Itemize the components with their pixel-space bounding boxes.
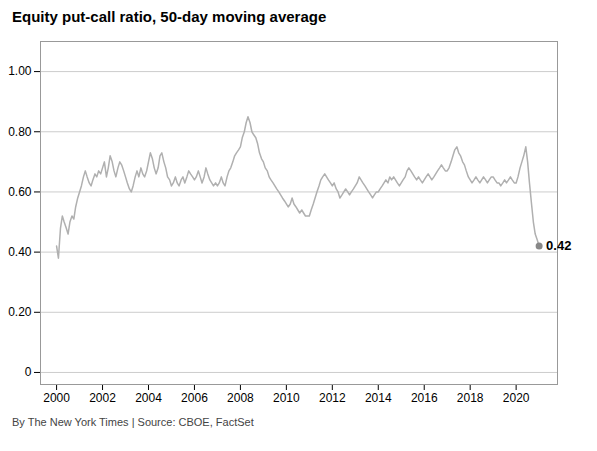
svg-text:0.42: 0.42 bbox=[546, 238, 571, 253]
svg-text:2008: 2008 bbox=[227, 391, 254, 405]
svg-text:2002: 2002 bbox=[89, 391, 116, 405]
html-text:Equity put-call ratio, 50-day: Equity put-call ratio, 50-day moving ave… bbox=[12, 8, 327, 25]
svg-text:2012: 2012 bbox=[319, 391, 346, 405]
svg-text:2006: 2006 bbox=[181, 391, 208, 405]
svg-text:0.80: 0.80 bbox=[8, 125, 32, 139]
svg-text:2010: 2010 bbox=[273, 391, 300, 405]
svg-text:2018: 2018 bbox=[457, 391, 484, 405]
svg-text:2020: 2020 bbox=[503, 391, 530, 405]
svg-text:2004: 2004 bbox=[135, 391, 162, 405]
svg-text:2016: 2016 bbox=[411, 391, 438, 405]
svg-text:0.20: 0.20 bbox=[8, 305, 32, 319]
svg-text:0.60: 0.60 bbox=[8, 185, 32, 199]
svg-text:2014: 2014 bbox=[365, 391, 392, 405]
svg-text:0: 0 bbox=[25, 365, 32, 379]
svg-text:1.00: 1.00 bbox=[8, 64, 32, 78]
svg-text:0.40: 0.40 bbox=[8, 245, 32, 259]
html-text:By The New York Times | Source: By The New York Times | Source: CBOE, Fa… bbox=[12, 416, 254, 428]
svg-text:2000: 2000 bbox=[43, 391, 70, 405]
